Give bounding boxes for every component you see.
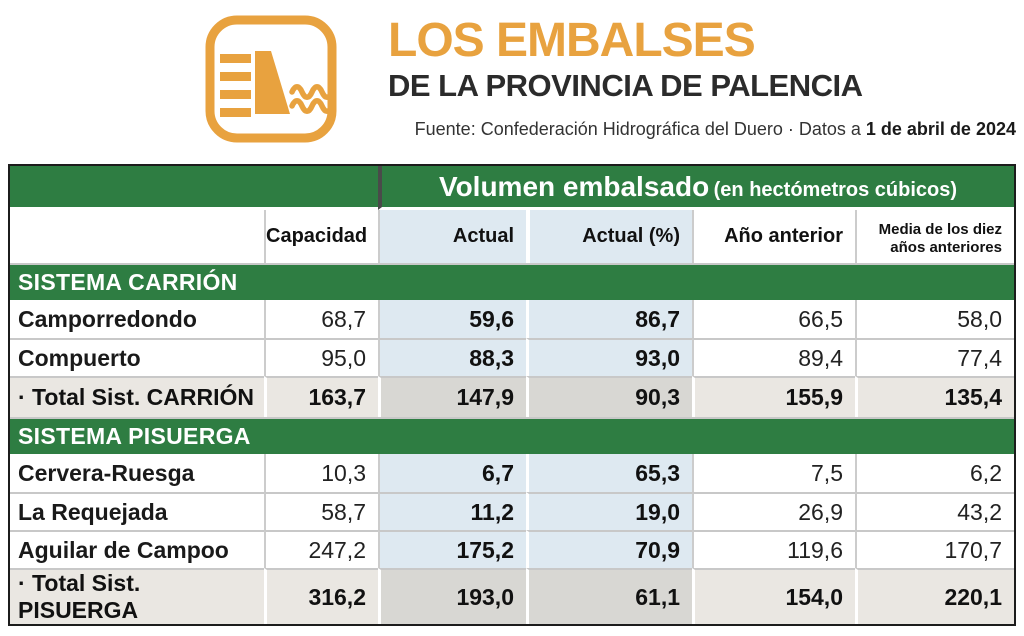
section-header-carrion: SISTEMA CARRIÓN (10, 263, 1014, 300)
value-cell: 90,3 (526, 376, 692, 417)
value-cell: 43,2 (855, 492, 1014, 530)
row-label: · Total Sist. CARRIÓN (10, 376, 264, 417)
source-line: Fuente: Confederación Hidrográfica del D… (415, 119, 1016, 140)
value-cell: 155,9 (692, 376, 855, 417)
source-text: Fuente: Confederación Hidrográfica del D… (414, 119, 866, 139)
value-cell: 175,2 (378, 530, 526, 568)
value-cell: 19,0 (526, 492, 692, 530)
value-cell: 68,7 (264, 300, 378, 338)
value-cell: 119,6 (692, 530, 855, 568)
value-cell: 66,5 (692, 300, 855, 338)
column-header-row: Capacidad Actual Actual (%) Año anterior… (10, 210, 1014, 263)
value-cell: 316,2 (264, 568, 378, 624)
value-cell: 170,7 (855, 530, 1014, 568)
table-row-la-requejada: La Requejada 58,7 11,2 19,0 26,9 43,2 (10, 492, 1014, 530)
table-row-compuerto: Compuerto 95,0 88,3 93,0 89,4 77,4 (10, 338, 1014, 376)
volume-header-title: Volumen embalsado (438, 170, 710, 202)
table-row-camporredondo: Camporredondo 68,7 59,6 86,7 66,5 58,0 (10, 300, 1014, 338)
page-subtitle: DE LA PROVINCIA DE PALENCIA (388, 68, 863, 103)
dam-icon (205, 15, 337, 143)
page-title: LOS EMBALSES (388, 14, 756, 67)
value-cell: 59,6 (378, 300, 526, 338)
value-cell: 163,7 (264, 376, 378, 417)
col-header-anio-anterior: Año anterior (692, 210, 855, 263)
col-header-media: Media de los diez años anteriores (855, 210, 1014, 263)
value-cell: 58,7 (264, 492, 378, 530)
row-label: Camporredondo (10, 300, 264, 338)
row-label: · Total Sist. PISUERGA (10, 568, 264, 624)
table-row-cervera-ruesga: Cervera-Ruesga 10,3 6,7 65,3 7,5 6,2 (10, 454, 1014, 492)
value-cell: 88,3 (378, 338, 526, 376)
volume-header: Volumen embalsado (en hectómetros cúbico… (378, 166, 1014, 210)
value-cell: 95,0 (264, 338, 378, 376)
value-cell: 10,3 (264, 454, 378, 492)
table-row-total-carrion: · Total Sist. CARRIÓN 163,7 147,9 90,3 1… (10, 376, 1014, 417)
value-cell: 93,0 (526, 338, 692, 376)
value-cell: 7,5 (692, 454, 855, 492)
value-cell: 11,2 (378, 492, 526, 530)
title-block: LOS EMBALSES DE LA PROVINCIA DE PALENCIA (388, 17, 863, 104)
col-header-capacidad: Capacidad (264, 210, 378, 263)
value-cell: 6,7 (378, 454, 526, 492)
row-label: La Requejada (10, 492, 264, 530)
table-row-total-pisuerga: · Total Sist. PISUERGA 316,2 193,0 61,1 … (10, 568, 1014, 624)
value-cell: 70,9 (526, 530, 692, 568)
row-label: Compuerto (10, 338, 264, 376)
col-header-empty (10, 210, 264, 263)
volume-header-unit: (en hectómetros cúbicos) (713, 178, 958, 201)
band-spacer (10, 166, 378, 210)
value-cell: 86,7 (526, 300, 692, 338)
reservoir-table: Volumen embalsado (en hectómetros cúbico… (8, 164, 1016, 626)
section-header-pisuerga: SISTEMA PISUERGA (10, 417, 1014, 454)
value-cell: 147,9 (378, 376, 526, 417)
table-row-aguilar-de-campoo: Aguilar de Campoo 247,2 175,2 70,9 119,6… (10, 530, 1014, 568)
value-cell: 61,1 (526, 568, 692, 624)
value-cell: 193,0 (378, 568, 526, 624)
value-cell: 77,4 (855, 338, 1014, 376)
value-cell: 65,3 (526, 454, 692, 492)
row-label: Cervera-Ruesga (10, 454, 264, 492)
value-cell: 58,0 (855, 300, 1014, 338)
value-cell: 89,4 (692, 338, 855, 376)
value-cell: 135,4 (855, 376, 1014, 417)
value-cell: 247,2 (264, 530, 378, 568)
value-cell: 26,9 (692, 492, 855, 530)
row-label: Aguilar de Campoo (10, 530, 264, 568)
col-header-actual: Actual (378, 210, 526, 263)
value-cell: 220,1 (855, 568, 1014, 624)
col-header-actual-pct: Actual (%) (526, 210, 692, 263)
value-cell: 6,2 (855, 454, 1014, 492)
volume-header-band: Volumen embalsado (en hectómetros cúbico… (10, 166, 1014, 210)
source-date: 1 de abril de 2024 (865, 119, 1016, 139)
value-cell: 154,0 (692, 568, 855, 624)
